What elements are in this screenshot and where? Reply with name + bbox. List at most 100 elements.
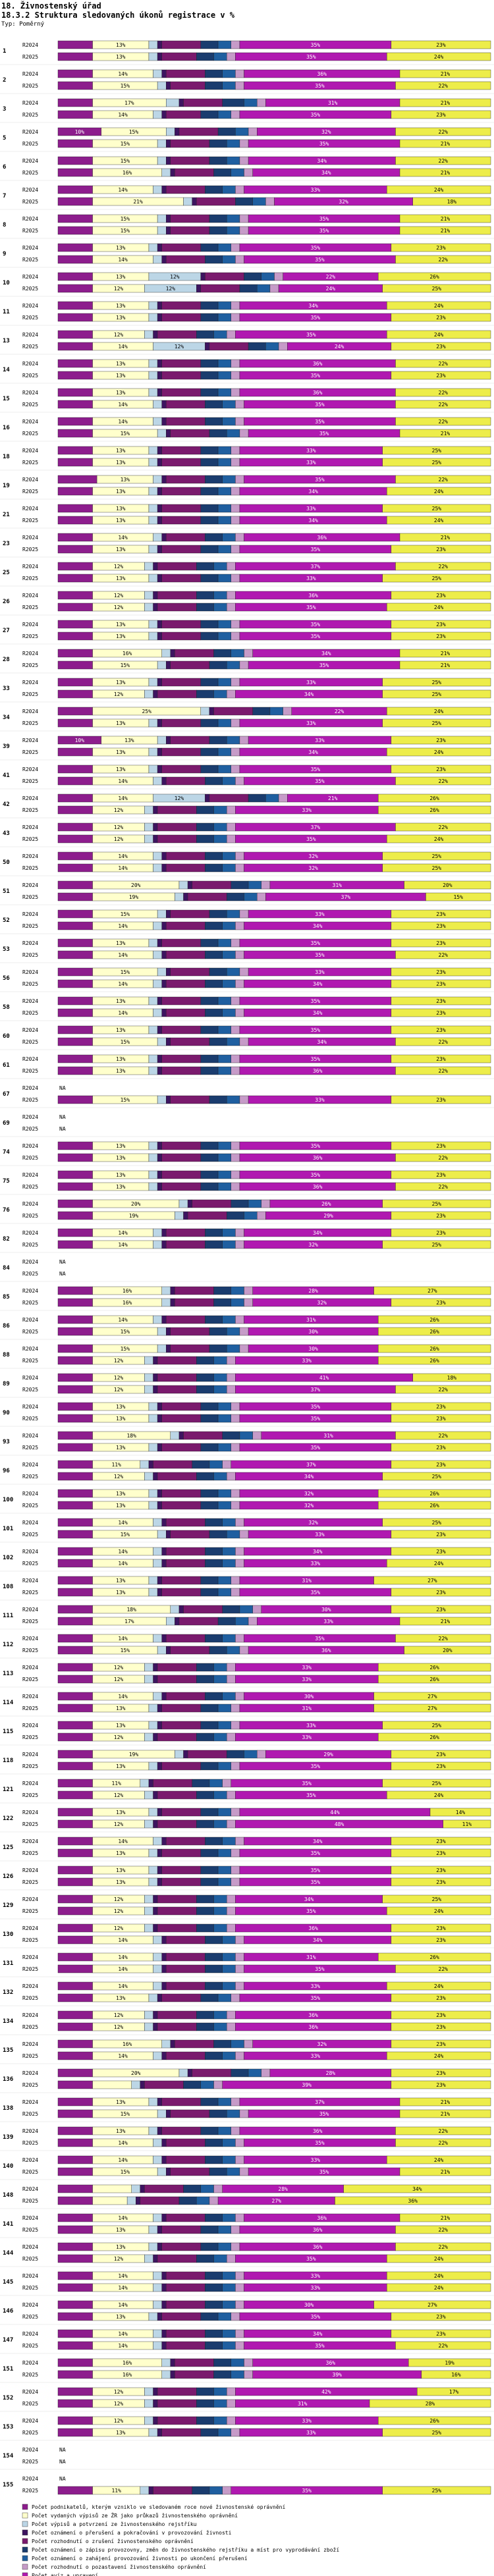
bar-segment xyxy=(200,2080,214,2089)
bar-segment xyxy=(148,458,158,467)
bar-segment xyxy=(57,301,93,310)
segment-label: 23% xyxy=(436,2012,446,2018)
bar-segment xyxy=(57,1790,93,1800)
bar-segment xyxy=(395,562,491,571)
bar-segment xyxy=(200,996,219,1006)
bar-segment xyxy=(387,834,491,844)
bar-segment xyxy=(161,1877,202,1887)
segment-label: 13% xyxy=(116,1723,126,1729)
segment-label: 14% xyxy=(118,952,128,958)
bar-segment xyxy=(57,2109,93,2118)
segment-label: 26% xyxy=(429,795,439,801)
bar-segment xyxy=(161,1588,202,1597)
bar-segment xyxy=(153,1663,158,1672)
group-label: 51 xyxy=(3,888,10,895)
bar-segment xyxy=(175,1617,180,1626)
bar-segment xyxy=(391,1837,491,1846)
bar-segment xyxy=(235,776,244,786)
bar-segment xyxy=(227,429,240,438)
group-label: 140 xyxy=(3,2163,13,2170)
group-label: 89 xyxy=(3,1381,10,1387)
bar-segment xyxy=(200,110,219,119)
bar-segment xyxy=(227,1923,236,1933)
bar-segment xyxy=(161,243,202,252)
group-label: 154 xyxy=(3,2453,14,2459)
segment-label: 25% xyxy=(432,1242,442,1248)
bar-segment xyxy=(213,2416,227,2425)
group-label: 126 xyxy=(3,1873,13,1880)
period-label: R2024 xyxy=(22,158,38,164)
period-label: R2025 xyxy=(22,952,38,958)
bar-segment xyxy=(395,822,491,832)
bar-segment xyxy=(153,776,162,786)
period-label: R2024 xyxy=(22,1607,38,1613)
period-label: R2024 xyxy=(22,1085,38,1091)
bar-segment xyxy=(222,1460,232,1469)
bar-segment xyxy=(57,2022,93,2031)
bar-segment xyxy=(153,2300,162,2309)
segment-label: 24% xyxy=(434,604,444,610)
period-label: R2025 xyxy=(22,2111,38,2117)
bar-segment xyxy=(57,1240,93,1249)
bar-segment xyxy=(200,1066,219,1075)
bar-segment xyxy=(157,1054,162,1063)
segment-label: 13% xyxy=(116,749,126,755)
bar-segment xyxy=(187,1750,227,1759)
segment-label: 15% xyxy=(121,1039,130,1045)
bar-segment xyxy=(235,197,253,206)
segment-label: 18% xyxy=(126,1433,136,1439)
bar-segment xyxy=(395,475,491,484)
segment-label: 26% xyxy=(429,1317,439,1323)
bar-segment xyxy=(161,533,167,542)
bar-segment xyxy=(140,1460,150,1469)
bar-segment xyxy=(161,2138,167,2147)
bar-segment xyxy=(157,1877,162,1887)
segment-label: 33% xyxy=(311,1561,321,1567)
legend-label: Počet avíz a upravení xyxy=(32,2572,98,2576)
bar-segment xyxy=(395,1153,491,1162)
bar-segment xyxy=(235,863,244,872)
bar-segment xyxy=(153,1547,162,1556)
bar-segment xyxy=(209,2196,219,2205)
bar-segment xyxy=(161,1704,202,1713)
segment-label: 22% xyxy=(439,477,449,483)
group-label: 82 xyxy=(3,1236,10,1243)
bar-segment xyxy=(222,1935,236,1945)
segment-label: 12% xyxy=(114,1387,124,1393)
bar-segment xyxy=(153,834,158,844)
bar-segment xyxy=(217,313,231,322)
bar-segment xyxy=(57,516,93,525)
bar-segment xyxy=(144,1356,153,1365)
bar-segment xyxy=(217,1025,231,1034)
bar-segment xyxy=(57,2486,93,2495)
period-label: R2025 xyxy=(22,2256,38,2262)
bar-segment xyxy=(148,1993,158,2002)
segment-label: 10% xyxy=(75,738,85,743)
period-label: R2024 xyxy=(22,1983,38,1989)
bar-segment xyxy=(157,139,167,148)
bar-segment xyxy=(144,2022,153,2031)
bar-segment xyxy=(373,1704,491,1713)
period-label: R2025 xyxy=(22,1705,38,1711)
bar-segment xyxy=(57,2126,93,2135)
period-label: R2025 xyxy=(22,1879,38,1885)
segment-label: 35% xyxy=(315,477,325,483)
bar-segment xyxy=(235,1228,244,1237)
bar-segment xyxy=(57,1848,93,1858)
group-label: 27 xyxy=(3,628,10,634)
bar-segment xyxy=(161,1008,167,1017)
legend-swatch xyxy=(22,2521,28,2527)
bar-segment xyxy=(161,2283,167,2292)
bar-segment xyxy=(213,834,227,844)
bar-segment xyxy=(377,1952,491,1962)
segment-label: 23% xyxy=(436,1445,446,1451)
segment-label: 13% xyxy=(116,1763,126,1769)
period-label: R2024 xyxy=(22,71,38,77)
bar-segment xyxy=(200,359,219,368)
bar-segment xyxy=(213,1675,227,1684)
bar-segment xyxy=(148,938,158,948)
bar-segment xyxy=(161,504,202,513)
bar-segment xyxy=(222,979,236,988)
bar-segment xyxy=(382,1199,491,1208)
bar-segment xyxy=(213,330,227,339)
